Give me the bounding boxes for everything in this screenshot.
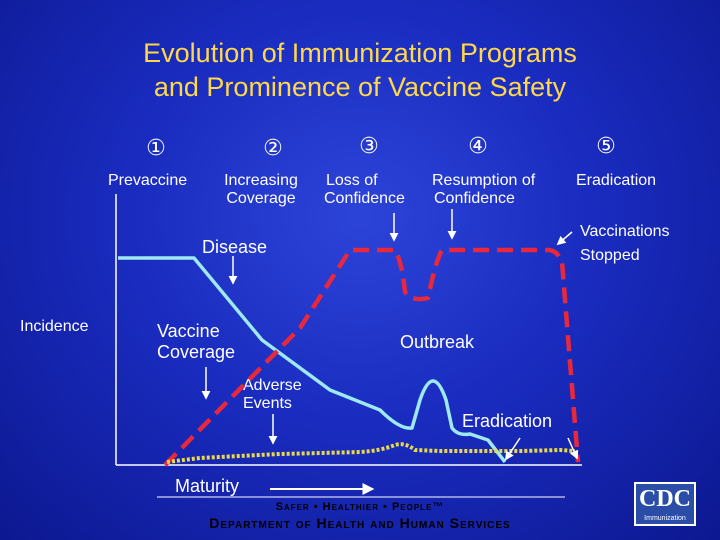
footer-tagline: Safer • Healthier • People™	[275, 501, 445, 513]
adverse-events-label: Adverse Events	[243, 377, 302, 413]
phase-4-label-line-1: Resumption of	[432, 172, 536, 189]
phase-2-label-line-1: Increasing	[224, 172, 298, 189]
eradication-pointer-arrow-coverage	[567, 437, 579, 460]
vaccinations-stopped-pointer-arrow	[556, 231, 573, 246]
outbreak-label: Outbreak	[400, 332, 475, 352]
adverse-events-curve	[166, 442, 576, 464]
maturity-label: Maturity	[175, 476, 240, 496]
phase-5-label: Eradication	[576, 172, 657, 189]
phase-4-label: Resumption of Confidence	[432, 172, 535, 208]
phase-3-label-line-1: Loss of	[326, 172, 378, 189]
cdc-logo: CDC Immunization	[634, 482, 696, 526]
phase-3-number: ③	[359, 133, 379, 158]
vaccine-coverage-label-line-1: Vaccine	[157, 321, 220, 341]
disease-label: Disease	[202, 237, 268, 257]
phase-4-number: ④	[468, 133, 488, 158]
cdc-logo-subtext: Immunization	[644, 515, 686, 522]
cdc-logo-text: CDC	[639, 486, 691, 512]
footer-department: Department of Health and Human Services	[209, 515, 511, 531]
vaccinations-stopped-label-line-1: Vaccinations	[580, 223, 670, 240]
adverse-events-label-line-1: Adverse	[243, 377, 302, 394]
eradication-label: Eradication	[462, 411, 553, 431]
vaccinations-stopped-label-line-2: Stopped	[580, 247, 640, 264]
eradication-pointer-arrow-disease	[505, 437, 521, 461]
phase-2-label-line-2: Coverage	[226, 190, 296, 207]
title-line-2: and Prominence of Vaccine Safety	[153, 72, 567, 102]
vaccinations-stopped-label: Vaccinations Stopped	[580, 223, 670, 265]
slide-title: Evolution of Immunization Programs and P…	[0, 36, 720, 104]
disease-incidence-curve	[118, 256, 507, 464]
vaccine-coverage-label: Vaccine Coverage	[157, 321, 235, 363]
phase-1-label: Prevaccine	[108, 172, 188, 189]
adverse-events-label-line-2: Events	[243, 395, 292, 412]
phase-4-label-line-2: Confidence	[434, 190, 515, 207]
vaccine-coverage-label-line-2: Coverage	[157, 342, 236, 362]
phase-2-label: Increasing Coverage	[214, 172, 308, 208]
phase-3-label: Loss of Confidence	[324, 172, 405, 208]
phase-1-number: ①	[146, 135, 166, 160]
phase-3-label-line-2: Confidence	[324, 190, 405, 207]
phase-2-number: ②	[263, 135, 283, 160]
vaccine-coverage-curve	[163, 247, 581, 467]
incidence-label: Incidence	[20, 318, 89, 335]
title-line-1: Evolution of Immunization Programs	[143, 38, 577, 68]
phase-5-number: ⑤	[596, 133, 616, 158]
